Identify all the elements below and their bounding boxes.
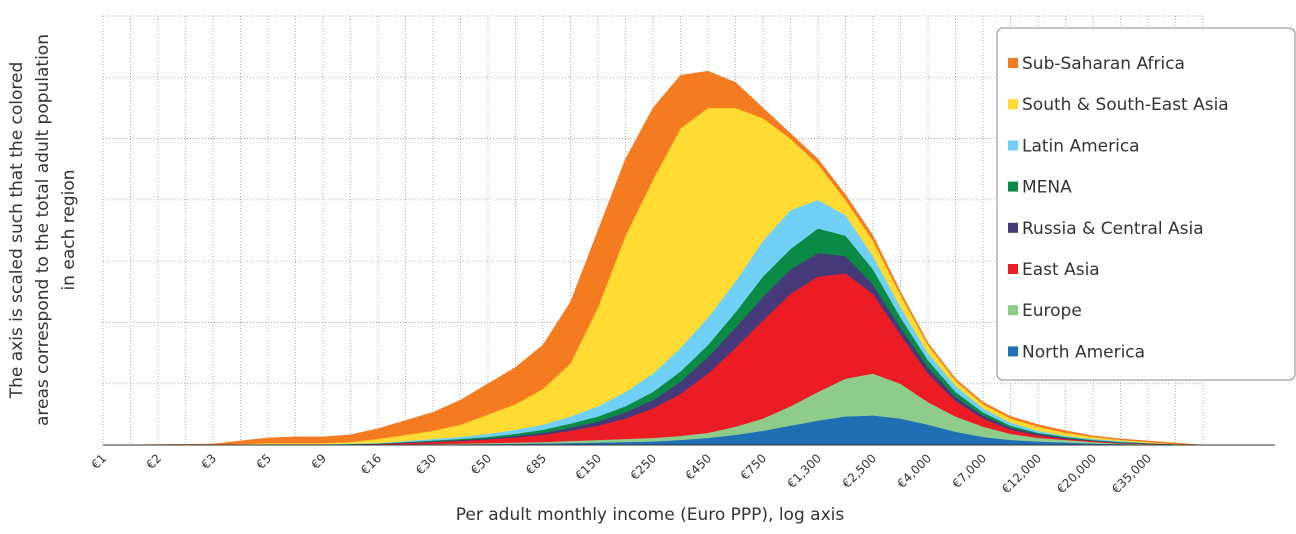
x-tick-label: €4,000 xyxy=(895,451,935,491)
legend-label: Latin America xyxy=(1022,136,1140,156)
x-tick-label: €150 xyxy=(573,451,604,482)
x-tick-label: €3 xyxy=(198,451,219,472)
legend-swatch xyxy=(1008,99,1018,110)
legend: Sub-Saharan Africa South & South-East Asi… xyxy=(996,27,1296,381)
legend-label: MENA xyxy=(1022,178,1072,198)
legend-swatch xyxy=(1008,58,1018,68)
y-axis-label: The axis is scaled such that the colored… xyxy=(7,34,79,426)
legend-swatch xyxy=(1008,305,1018,316)
y-axis-label-line: The axis is scaled such that the colored xyxy=(7,62,27,400)
x-tick-label: €2,500 xyxy=(840,451,880,491)
x-tick-label: €1,300 xyxy=(785,451,825,491)
x-tick-label: €450 xyxy=(683,451,714,482)
x-tick-label: €12,000 xyxy=(999,451,1044,496)
x-tick-label: €16 xyxy=(358,451,384,477)
legend-label: North America xyxy=(1022,342,1145,362)
x-tick-label: €2 xyxy=(143,451,164,472)
legend-label: Europe xyxy=(1022,301,1082,321)
x-tick-label: €1 xyxy=(88,451,109,472)
y-axis-label-line: in each region xyxy=(59,169,79,290)
legend-label: South & South-East Asia xyxy=(1022,95,1229,115)
x-tick-label: €250 xyxy=(628,451,659,482)
legend-label: East Asia xyxy=(1022,260,1100,280)
y-axis-label-line: areas correspond to the total adult popu… xyxy=(33,34,53,426)
x-tick-label: €7,000 xyxy=(950,451,990,491)
x-tick-label: €20,000 xyxy=(1054,451,1099,496)
x-tick-label: €50 xyxy=(468,451,494,477)
x-tick-label: €85 xyxy=(523,451,549,477)
legend-swatch xyxy=(1008,346,1018,357)
x-tick-label: €35,000 xyxy=(1109,451,1154,496)
x-tick-label: €750 xyxy=(738,451,769,482)
x-tick-label: €30 xyxy=(413,451,439,477)
x-tick-label: €5 xyxy=(253,451,274,472)
legend-swatch xyxy=(1008,181,1018,192)
legend-swatch xyxy=(1008,222,1018,233)
legend-label: Russia & Central Asia xyxy=(1022,219,1204,239)
legend-box xyxy=(996,27,1296,381)
legend-label: Sub-Saharan Africa xyxy=(1022,54,1185,74)
x-tick-label: €9 xyxy=(308,451,329,472)
legend-swatch xyxy=(1008,264,1018,274)
legend-swatch xyxy=(1008,140,1018,151)
x-axis-label: Per adult monthly income (Euro PPP), log… xyxy=(456,505,845,525)
